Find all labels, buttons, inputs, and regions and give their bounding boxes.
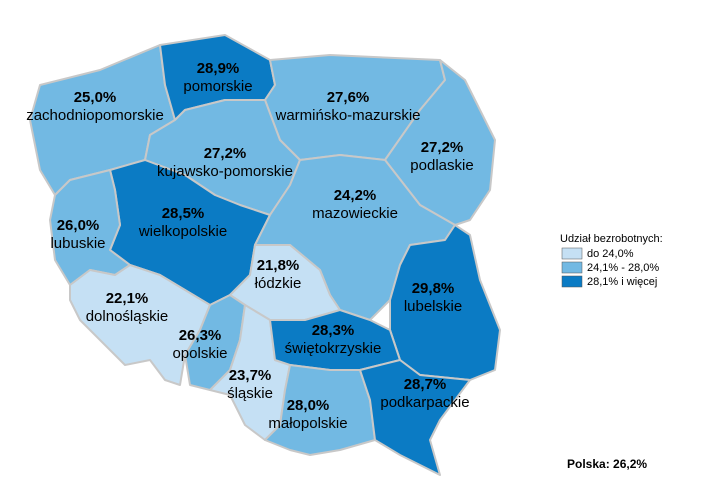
value-label: 28,3% — [312, 322, 355, 339]
value-label: 24,2% — [334, 187, 377, 204]
region-name: lubelskie — [404, 298, 462, 315]
value-label: 21,8% — [257, 257, 300, 274]
value-label: 27,6% — [327, 89, 370, 106]
region-name: dolnośląskie — [86, 308, 169, 325]
value-label: 28,9% — [197, 60, 240, 77]
total: Polska: 26,2% — [567, 457, 647, 471]
region-name: opolskie — [172, 345, 227, 362]
legend-swatch — [561, 247, 583, 260]
value-label: 22,1% — [106, 290, 149, 307]
region — [359, 359, 471, 476]
value-label: 27,2% — [204, 145, 247, 162]
region-name: małopolskie — [268, 415, 347, 432]
region-name: świętokrzyskie — [285, 340, 382, 357]
legend-label: 28,1% i więcej — [587, 276, 657, 288]
region-name: śląskie — [227, 385, 273, 402]
region-name: mazowieckie — [312, 205, 398, 222]
value-label: 23,7% — [229, 367, 272, 384]
region-name: kujawsko-pomorskie — [157, 163, 293, 180]
region-name: lubuskie — [50, 235, 105, 252]
region-name: podlaskie — [410, 157, 473, 174]
regions — [29, 34, 501, 476]
region — [264, 364, 376, 456]
value-label: 25,0% — [74, 89, 117, 106]
value-label: 28,7% — [404, 376, 447, 393]
legend-swatch — [561, 261, 583, 274]
region-name: zachodniopomorskie — [26, 107, 164, 124]
value-label: 26,0% — [57, 217, 100, 234]
legend-label: do 24,0% — [587, 248, 634, 260]
value-label: 29,8% — [412, 280, 455, 297]
legend: Udział bezrobotnych: do 24,0% 24,1% - 28… — [560, 233, 663, 288]
region-name: łódzkie — [255, 275, 302, 292]
value-label: 28,0% — [287, 397, 330, 414]
region-name: wielkopolskie — [138, 223, 227, 240]
value-label: 27,2% — [421, 139, 464, 156]
region-name: warmińsko-mazurskie — [274, 107, 420, 124]
region — [254, 154, 456, 321]
region-labels: 25,0%zachodniopomorskie 28,9%pomorskie 27,… — [26, 60, 473, 432]
legend-title: Udział bezrobotnych: — [560, 233, 663, 245]
value-label: 26,3% — [179, 327, 222, 344]
region-name: pomorskie — [183, 78, 252, 95]
legend-swatch — [561, 275, 583, 288]
region-name: podkarpackie — [380, 394, 469, 411]
value-label: 28,5% — [162, 205, 205, 222]
legend-label: 24,1% - 28,0% — [587, 262, 659, 274]
